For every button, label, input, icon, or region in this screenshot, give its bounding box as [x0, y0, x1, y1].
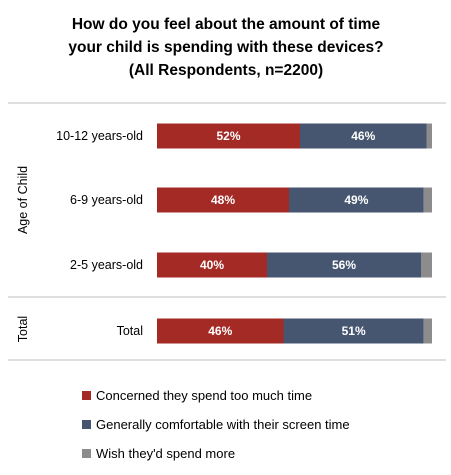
- bar-wish-they-d-spend-more-10-12-years-old: [426, 123, 432, 149]
- data-label-concerned-they-spend-too-much-time-2-5-years-old: 40%: [200, 258, 224, 272]
- legend-swatch-wish-they-d-spend-more: [82, 449, 91, 458]
- bar-generally-comfortable-with-their-screen-time-6-9-years-old: [289, 187, 424, 213]
- bar-concerned-they-spend-too-much-time-10-12-years-old: [157, 123, 300, 149]
- legend-label-generally-comfortable-with-their-screen-time: Generally comfortable with their screen …: [96, 417, 350, 432]
- category-label-10-12-years-old: 10-12 years-old: [56, 129, 143, 143]
- title-line-2: your child is spending with these device…: [68, 39, 383, 56]
- data-label-concerned-they-spend-too-much-time-total: 46%: [208, 324, 232, 338]
- title-line-3: (All Respondents, n=2200): [129, 62, 323, 79]
- bar-concerned-they-spend-too-much-time-2-5-years-old: [157, 252, 267, 278]
- chart-title: How do you feel about the amount of time…: [68, 16, 383, 79]
- legend: Concerned they spend too much time Genera…: [82, 388, 350, 461]
- bar-concerned-they-spend-too-much-time-6-9-years-old: [157, 187, 289, 213]
- category-labels: 10-12 years-old 6-9 years-old 2-5 years-ol…: [56, 129, 143, 338]
- bar-generally-comfortable-with-their-screen-time-total: [283, 318, 424, 344]
- bar-wish-they-d-spend-more-6-9-years-old: [423, 187, 432, 213]
- data-label-generally-comfortable-with-their-screen-time-2-5-years-old: 56%: [332, 258, 356, 272]
- data-label-generally-comfortable-with-their-screen-time-10-12-years-old: 46%: [351, 129, 375, 143]
- category-label-2-5-years-old: 2-5 years-old: [70, 258, 143, 272]
- category-label-total: Total: [117, 324, 143, 338]
- group-label-total: Total: [16, 316, 30, 342]
- legend-swatch-concerned-they-spend-too-much-time: [82, 391, 91, 400]
- legend-label-concerned-they-spend-too-much-time: Concerned they spend too much time: [96, 388, 312, 403]
- legend-label-wish-they-d-spend-more: Wish they'd spend more: [96, 446, 235, 461]
- bars: [157, 123, 432, 344]
- bar-wish-they-d-spend-more-2-5-years-old: [421, 252, 432, 278]
- bar-labels: 52% 46% 48% 49% 40% 56% 46% 51%: [200, 129, 376, 338]
- title-line-1: How do you feel about the amount of time: [72, 16, 381, 33]
- data-label-concerned-they-spend-too-much-time-10-12-years-old: 52%: [216, 129, 240, 143]
- data-label-concerned-they-spend-too-much-time-6-9-years-old: 48%: [211, 193, 235, 207]
- frame: [8, 102, 446, 361]
- category-label-6-9-years-old: 6-9 years-old: [70, 193, 143, 207]
- data-label-generally-comfortable-with-their-screen-time-6-9-years-old: 49%: [344, 193, 368, 207]
- group-labels: Age of Child Total: [16, 166, 30, 342]
- bar-generally-comfortable-with-their-screen-time-10-12-years-old: [300, 123, 427, 149]
- data-label-generally-comfortable-with-their-screen-time-total: 51%: [342, 324, 366, 338]
- bar-wish-they-d-spend-more-total: [423, 318, 432, 344]
- legend-swatch-generally-comfortable-with-their-screen-time: [82, 420, 91, 429]
- bar-concerned-they-spend-too-much-time-total: [157, 318, 284, 344]
- group-label-age-of-child: Age of Child: [16, 166, 30, 234]
- bar-generally-comfortable-with-their-screen-time-2-5-years-old: [267, 252, 421, 278]
